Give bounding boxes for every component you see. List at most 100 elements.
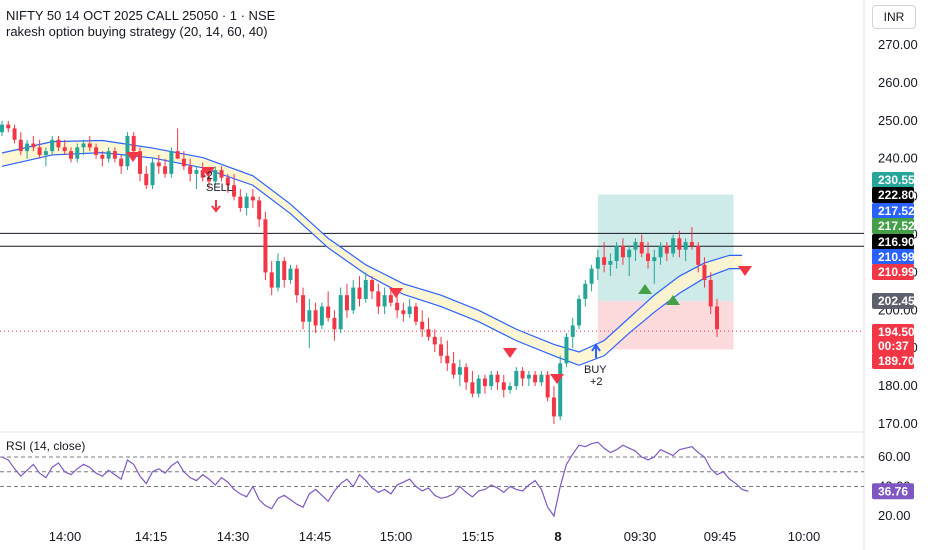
price-grid <box>0 0 865 550</box>
sell-signal-triangle <box>550 374 564 384</box>
candle-body <box>112 151 117 159</box>
price-tick-label: 170.00 <box>878 416 918 431</box>
candle-body <box>206 177 211 182</box>
candle-body <box>533 374 538 383</box>
candle-body <box>708 279 713 307</box>
candle-body <box>608 261 613 265</box>
buy-signal-triangle <box>666 295 680 305</box>
candle-body <box>18 139 23 152</box>
candle-body <box>520 370 525 379</box>
rsi-value-tag <box>872 483 914 500</box>
candle-body <box>301 295 306 322</box>
candle-body <box>169 151 174 174</box>
time-tick-label: 14:30 <box>217 529 250 544</box>
candle-body <box>357 287 362 299</box>
price-tag <box>872 218 914 234</box>
price-tag-label: 216.90 <box>878 235 915 249</box>
candle-body <box>577 298 582 326</box>
price-tag-label: 00:37 <box>878 339 909 353</box>
candle-body <box>451 363 456 375</box>
price-tag <box>872 234 914 250</box>
candle-body <box>370 279 375 292</box>
price-tag-label: 230.55 <box>878 173 915 187</box>
candle-body <box>43 151 48 155</box>
rsi-tick-label: 60.00 <box>878 449 911 464</box>
time-tick-label: 14:00 <box>49 529 82 544</box>
time-tick-label: 10:00 <box>788 529 821 544</box>
candle-body <box>508 386 513 390</box>
candle-body <box>457 367 462 375</box>
buy-label: BUY <box>584 364 607 376</box>
candle-body <box>50 139 55 152</box>
time-tick-label: 8 <box>554 529 561 544</box>
ma-lower-line <box>1 152 743 366</box>
candle-body <box>137 151 142 174</box>
candle-body <box>31 143 36 148</box>
candle-body <box>150 162 155 186</box>
sell-label: SELL <box>206 182 233 194</box>
candle-body <box>244 196 249 208</box>
time-tick-label: 09:45 <box>704 529 737 544</box>
price-tag-label: 189.70 <box>878 354 915 368</box>
candle-body <box>689 242 694 246</box>
candle-body <box>476 378 481 394</box>
candle-body <box>551 397 556 417</box>
candle-body <box>407 306 412 315</box>
price-tag-label: 210.99 <box>878 250 915 264</box>
candle-body <box>526 374 531 379</box>
candle-body <box>338 295 343 330</box>
candle-body <box>514 370 519 387</box>
candle-body <box>489 374 494 387</box>
candle-body <box>257 200 262 220</box>
sell-signal-triangle <box>126 152 140 162</box>
rsi-value-label: 36.76 <box>878 484 908 498</box>
candle-body <box>219 170 224 178</box>
candle-body <box>131 135 136 152</box>
time-tick-label: 15:15 <box>462 529 495 544</box>
rsi-line <box>1 441 749 518</box>
candle-body <box>326 306 331 318</box>
symbol-title: NIFTY 50 14 OCT 2025 CALL 25050 · 1 · NS… <box>6 8 276 23</box>
candle-body <box>181 158 186 167</box>
currency-selector[interactable]: INR <box>872 5 916 29</box>
candle-body <box>194 170 199 174</box>
candle-body <box>294 268 299 296</box>
candle-body <box>395 302 400 311</box>
candle-body <box>56 139 61 148</box>
candle-body <box>715 306 720 330</box>
candle-body <box>627 249 632 258</box>
buy-count: +2 <box>590 376 603 388</box>
candle-body <box>570 325 575 337</box>
candle-body <box>646 253 651 262</box>
candle-body <box>288 268 293 280</box>
candle-body <box>376 291 381 307</box>
candle-body <box>445 355 450 364</box>
candle-body <box>100 154 105 159</box>
candle-body <box>664 245 669 254</box>
candle-body <box>702 264 707 280</box>
candle-body <box>332 317 337 330</box>
candle-body <box>200 170 205 178</box>
candle-body <box>539 374 544 383</box>
price-tag <box>872 264 914 280</box>
candle-body <box>633 242 638 250</box>
candles <box>0 120 720 424</box>
candle-body <box>683 242 688 250</box>
candle-body <box>0 124 4 133</box>
candle-body <box>62 147 67 152</box>
candle-body <box>250 196 255 201</box>
candle-body <box>602 257 607 265</box>
sell-signal-triangle <box>503 348 517 358</box>
candle-body <box>658 245 663 258</box>
candle-body <box>639 242 644 254</box>
candle-body <box>68 151 73 159</box>
candle-body <box>94 147 99 155</box>
candle-body <box>81 143 86 148</box>
candle-body <box>583 283 588 299</box>
candle-body <box>175 151 180 159</box>
price-tag <box>872 249 914 265</box>
candle-body <box>614 245 619 262</box>
candle-body <box>75 147 80 159</box>
candle-body <box>313 310 318 326</box>
